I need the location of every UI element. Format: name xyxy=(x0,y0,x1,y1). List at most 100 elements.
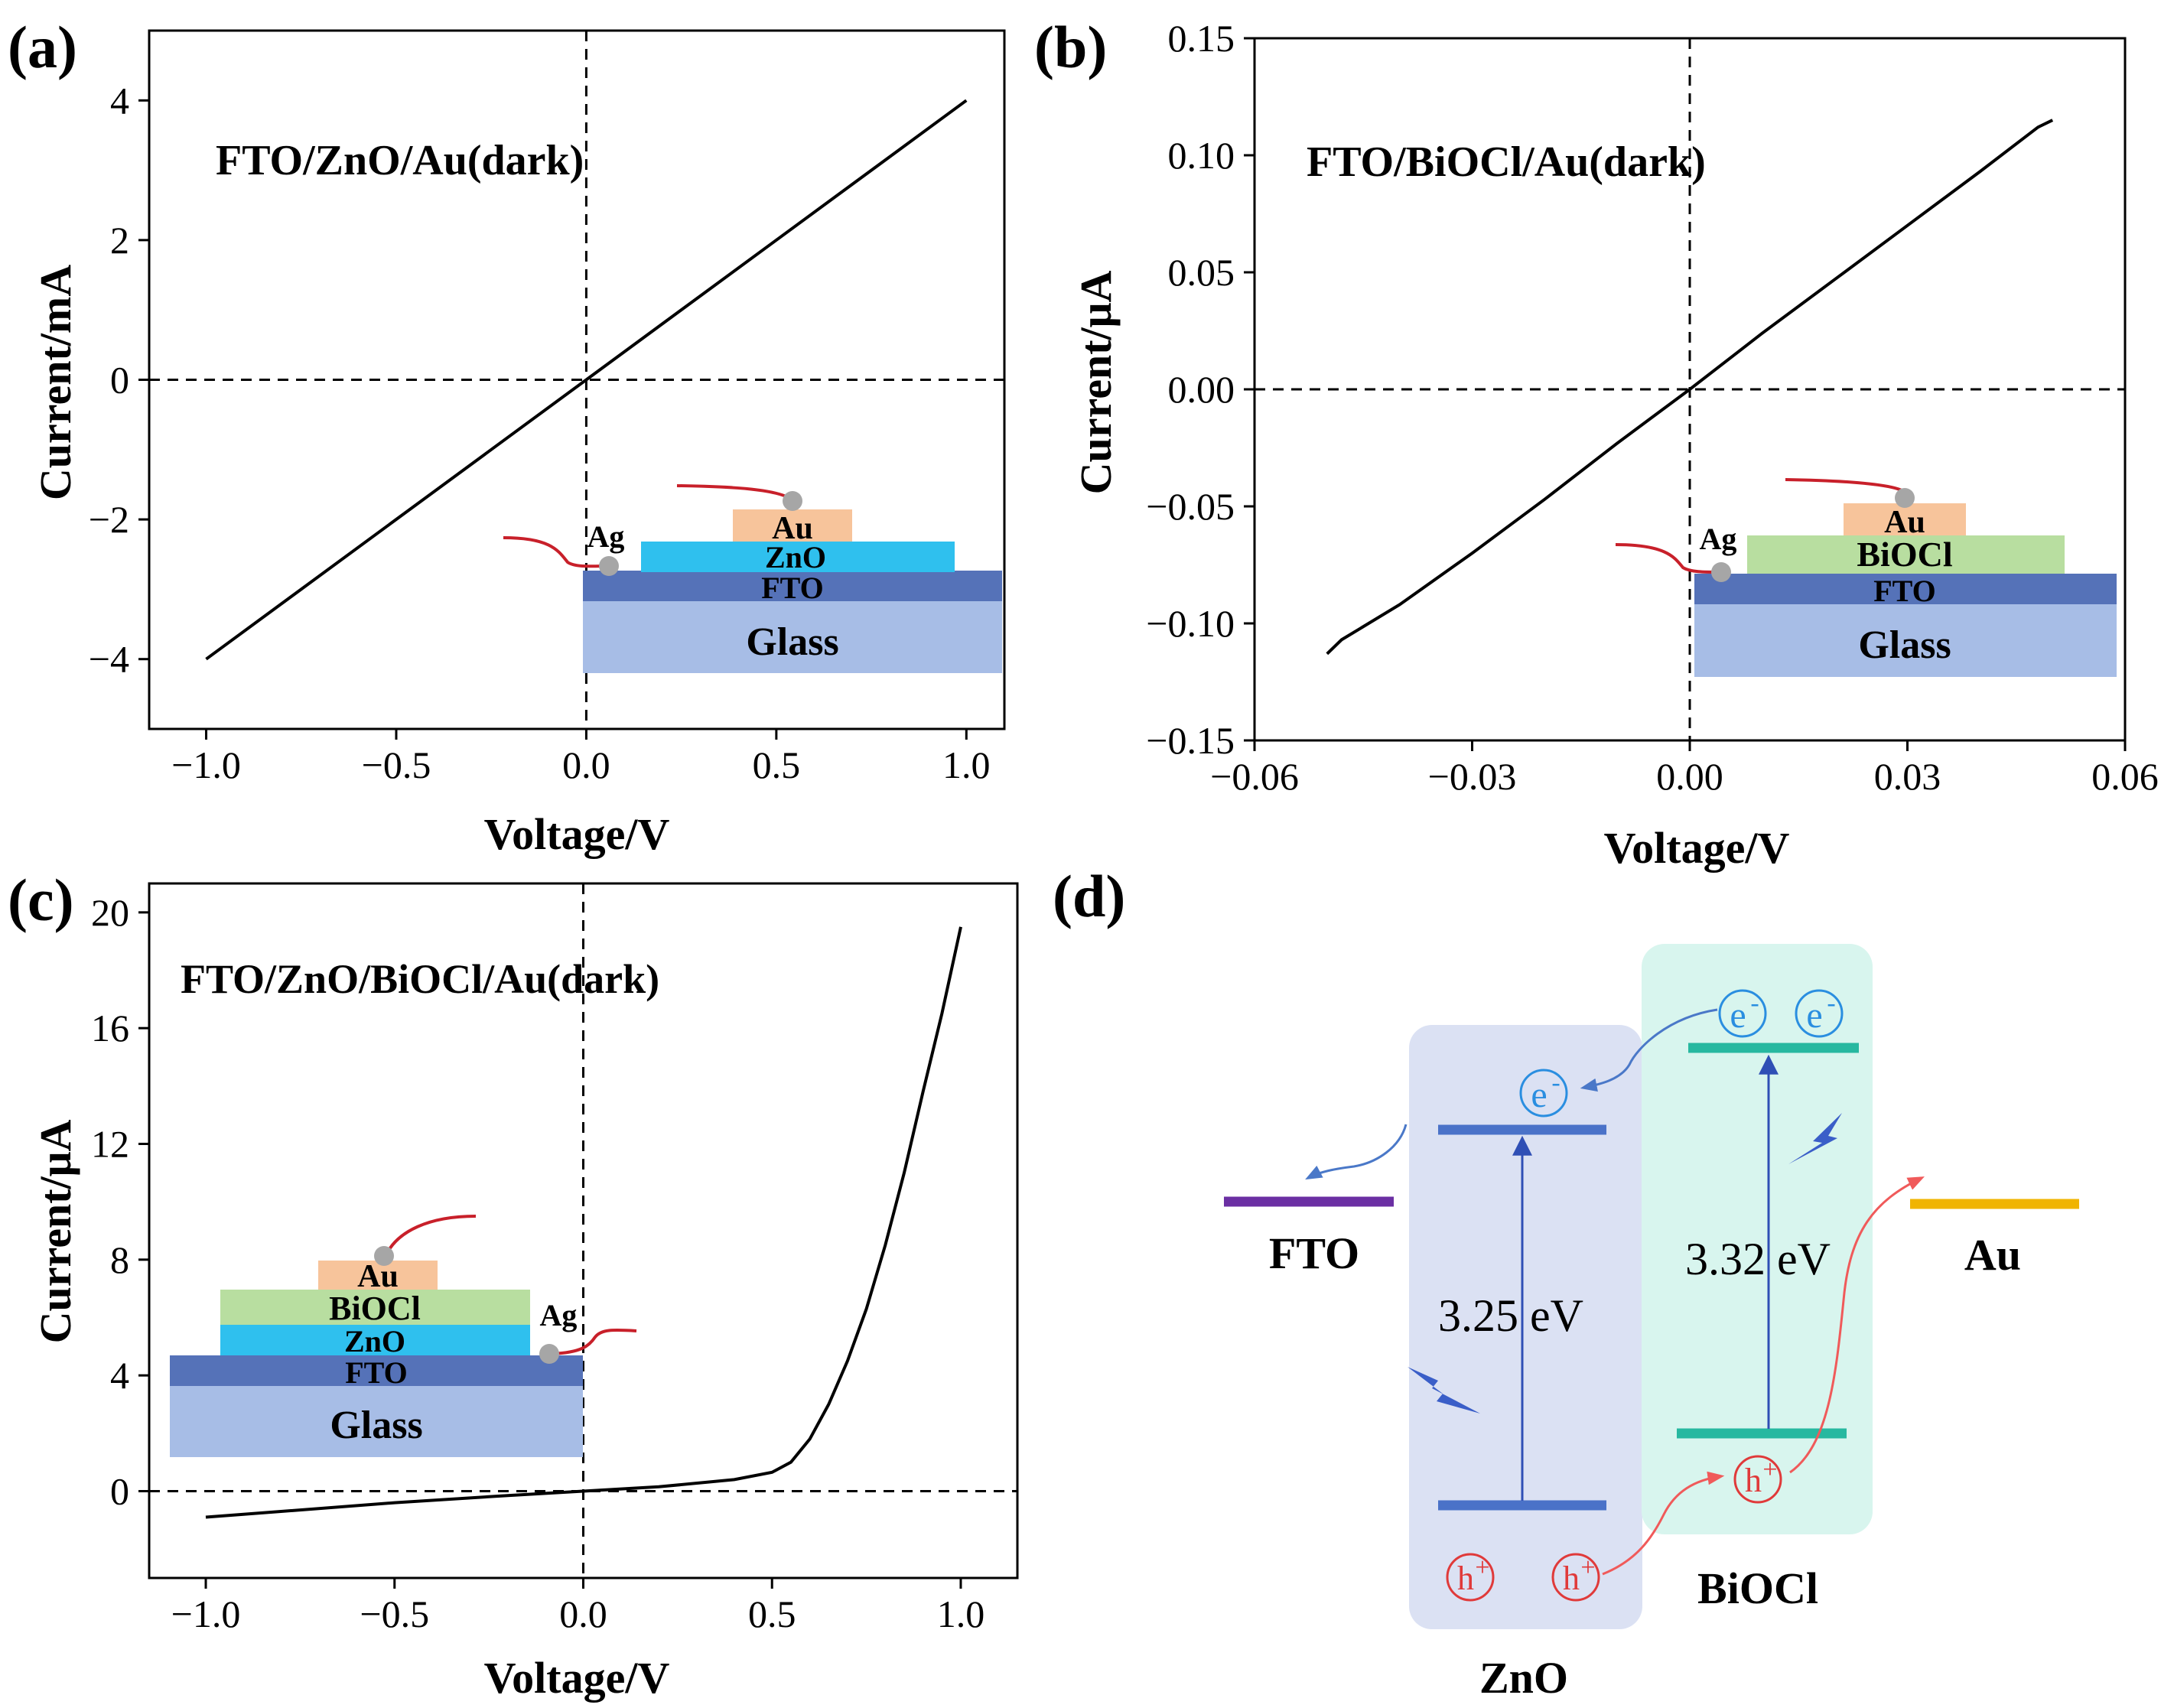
chart-title-b: FTO/BiOCl/Au(dark) xyxy=(1307,138,1706,186)
y-tick-label: 0.15 xyxy=(1168,17,1235,60)
electron-charge: - xyxy=(1827,989,1835,1017)
au-contact-a xyxy=(783,491,802,511)
electron-transfer-arrow-zno-fto xyxy=(1305,1124,1408,1180)
x-tick-label: 0.06 xyxy=(2091,755,2159,798)
fto-layer-c xyxy=(170,1355,583,1386)
x-tick-label: 0.5 xyxy=(748,1593,796,1635)
ag-label-a: Ag xyxy=(587,519,625,554)
zno-label-a: ZnO xyxy=(765,540,826,574)
x-tick-label: 0.5 xyxy=(753,743,801,786)
electron-symbol: e xyxy=(1730,995,1746,1036)
y-tick-label: −0.15 xyxy=(1146,719,1235,762)
au-wire-b xyxy=(1785,478,1904,493)
hole-symbol: h xyxy=(1457,1560,1474,1597)
zno-label: ZnO xyxy=(1479,1653,1568,1703)
panel-b: (b) −0.06 −0.03 0.00 0.03 0.06−0.15−0.10−0.0… xyxy=(1034,14,2159,873)
panel-label-d: (d) xyxy=(1053,863,1125,929)
bioc-label: BiOCl xyxy=(1697,1563,1818,1613)
axis-ticks-b: −0.06 −0.03 0.00 0.03 0.06 −0.15 −0.10 −0.05 0.0… xyxy=(1146,17,2158,798)
au-layer-b xyxy=(1844,503,1966,535)
hole-zno-1: h + xyxy=(1446,1553,1495,1602)
chart-title-c: FTO/ZnO/BiOCl/Au(dark) xyxy=(181,956,659,1002)
iv-curve-c xyxy=(205,926,962,1519)
au-contact-b xyxy=(1895,488,1915,508)
light-bolt-icon-bioc xyxy=(1788,1113,1842,1164)
y-axis-label-c: Current/μA xyxy=(31,1120,80,1344)
zno-gap-label: 3.25 eV xyxy=(1438,1290,1583,1341)
ag-wire-a xyxy=(503,536,609,568)
au-label: Au xyxy=(1964,1230,2021,1280)
axis-ticks-a: −1.0 −0.5 0.0 0.5 1.0 −4 −2 0 2 4 xyxy=(89,79,991,786)
zno-layer-a xyxy=(641,542,955,572)
device-inset-a: Glass FTO ZnO Au Ag xyxy=(503,484,1002,673)
x-tick-label: −1.0 xyxy=(171,1593,241,1635)
electron-bioc-2: e - xyxy=(1795,989,1844,1038)
bioc-label-b: BiOCl xyxy=(1857,535,1952,574)
zno-layer-c xyxy=(220,1325,530,1355)
y-tick-label: 12 xyxy=(91,1123,129,1166)
hole-charge: + xyxy=(1762,1456,1777,1484)
axis-ticks-c: −1.0 −0.5 0.0 0.5 1.0 0 4 8 12 16 20 xyxy=(91,891,984,1635)
x-axis-label-c: Voltage/V xyxy=(484,1653,670,1703)
hole-charge: + xyxy=(1475,1553,1489,1582)
x-tick-label: −0.5 xyxy=(362,743,431,786)
hole-symbol: h xyxy=(1745,1462,1762,1499)
y-tick-label: −0.05 xyxy=(1146,485,1235,528)
au-layer-c xyxy=(318,1261,438,1290)
hole-zno-2: h + xyxy=(1551,1553,1600,1602)
x-tick-label: 0.03 xyxy=(1874,755,1941,798)
y-tick-label: 0.10 xyxy=(1168,134,1235,177)
x-tick-label: 0.00 xyxy=(1656,755,1723,798)
electron-charge: - xyxy=(1551,1069,1560,1097)
electron-charge: - xyxy=(1750,989,1759,1017)
y-tick-label: 4 xyxy=(110,1354,129,1397)
glass-layer-b xyxy=(1694,604,2117,677)
y-tick-label: 4 xyxy=(110,79,129,122)
electron-transfer-arrow-bioc-zno xyxy=(1580,1008,1718,1092)
zno-label-c: ZnO xyxy=(344,1324,405,1358)
hole-symbol: h xyxy=(1563,1560,1580,1597)
glass-layer-c xyxy=(170,1384,583,1457)
x-axis-label-b: Voltage/V xyxy=(1604,823,1790,873)
y-tick-label: 0.00 xyxy=(1168,368,1235,411)
bioc-label-c: BiOCl xyxy=(329,1290,421,1327)
panel-c: (c) −1.0 −0.5 0.0 0.5 1.0 0 4 8 12 16 20 FTO/ZnO/B… xyxy=(8,867,1019,1703)
x-tick-label: 0.0 xyxy=(562,743,610,786)
fto-label: FTO xyxy=(1269,1228,1359,1278)
x-tick-label: 1.0 xyxy=(942,743,991,786)
hole-transfer-arrow-bioc-au xyxy=(1789,1176,1925,1474)
x-axis-label-a: Voltage/V xyxy=(484,809,670,859)
au-label-b: Au xyxy=(1884,505,1925,540)
ag-label-c: Ag xyxy=(540,1298,578,1332)
panel-label-c: (c) xyxy=(8,867,74,933)
ag-label-b: Ag xyxy=(1700,522,1737,556)
x-tick-label: −0.5 xyxy=(360,1593,429,1635)
device-inset-c: Glass FTO ZnO BiOCl Au Ag xyxy=(170,1215,637,1457)
hole-charge: + xyxy=(1580,1553,1595,1582)
y-tick-label: 8 xyxy=(110,1238,129,1281)
fto-label-b: FTO xyxy=(1873,574,1936,608)
light-bolt-icon-zno xyxy=(1408,1367,1480,1414)
glass-label-b: Glass xyxy=(1858,623,1951,667)
y-tick-label: 0 xyxy=(110,359,129,402)
au-wire-a xyxy=(676,484,794,502)
y-tick-label: 0 xyxy=(110,1470,129,1513)
y-tick-label: 0.05 xyxy=(1168,251,1235,294)
fto-layer-b xyxy=(1694,574,2117,604)
ag-contact-a xyxy=(599,556,619,576)
glass-label-a: Glass xyxy=(746,620,838,664)
panel-d: (d) 3.25 eV 3.32 eV FTO Au ZnO BiOCl e -… xyxy=(1053,863,2079,1703)
bioc-gap-label: 3.32 eV xyxy=(1685,1234,1831,1284)
y-tick-label: −4 xyxy=(89,638,129,681)
fto-layer-a xyxy=(583,571,1002,601)
panel-label-b: (b) xyxy=(1034,14,1107,80)
au-layer-a xyxy=(733,509,852,542)
iv-curve-b xyxy=(1326,119,2054,656)
au-contact-c xyxy=(374,1246,394,1266)
panel-label-a: (a) xyxy=(8,14,77,80)
fto-label-c: FTO xyxy=(345,1355,408,1390)
y-tick-label: 20 xyxy=(91,891,129,934)
y-tick-label: −0.10 xyxy=(1146,602,1235,645)
au-label-c: Au xyxy=(357,1259,399,1294)
